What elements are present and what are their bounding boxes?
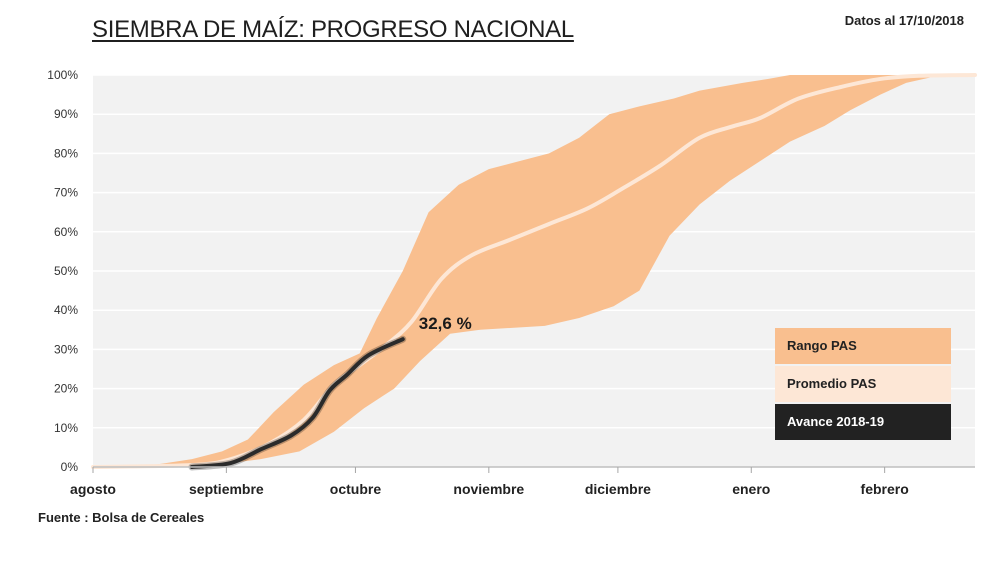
y-axis-ticks: 0% 10% 20% 30% 40% 50% 60% 70% 80% 90% 100% <box>47 68 78 474</box>
x-tick-label: enero <box>732 481 770 497</box>
current-line-2018-19 <box>189 337 405 469</box>
y-tick-label: 0% <box>61 460 79 474</box>
x-tick-label: septiembre <box>189 481 264 497</box>
source-note: Fuente : Bolsa de Cereales <box>38 510 205 525</box>
y-tick-label: 30% <box>54 342 78 356</box>
x-tick-label: noviembre <box>453 481 524 497</box>
y-tick-label: 10% <box>54 421 78 435</box>
y-tick-label: 80% <box>54 146 78 160</box>
y-tick-label: 20% <box>54 382 78 396</box>
legend-item-range: Rango PAS <box>775 328 951 364</box>
legend-item-current: Avance 2018-19 <box>775 404 951 440</box>
x-tick-label: agosto <box>70 481 116 497</box>
mean-line-pas <box>91 73 977 469</box>
y-tick-label: 60% <box>54 225 78 239</box>
y-tick-label: 50% <box>54 264 78 278</box>
x-tick-label: octubre <box>330 481 382 497</box>
range-band-pas <box>93 75 975 467</box>
chart-title: SIEMBRA DE MAÍZ: PROGRESO NACIONAL <box>92 16 574 43</box>
y-tick-label: 70% <box>54 186 78 200</box>
y-tick-label: 90% <box>54 107 78 121</box>
x-tick-label: diciembre <box>585 481 651 497</box>
y-tick-label: 40% <box>54 303 78 317</box>
x-axis-ticks: agosto septiembre octubre noviembre diciembr… <box>70 467 909 497</box>
y-tick-label: 100% <box>47 68 78 82</box>
x-tick-label: febrero <box>861 481 909 497</box>
current-value-annotation: 32,6 % <box>419 314 472 333</box>
data-date: Datos al 17/10/2018 <box>844 13 964 28</box>
legend-item-mean: Promedio PAS <box>775 366 951 402</box>
